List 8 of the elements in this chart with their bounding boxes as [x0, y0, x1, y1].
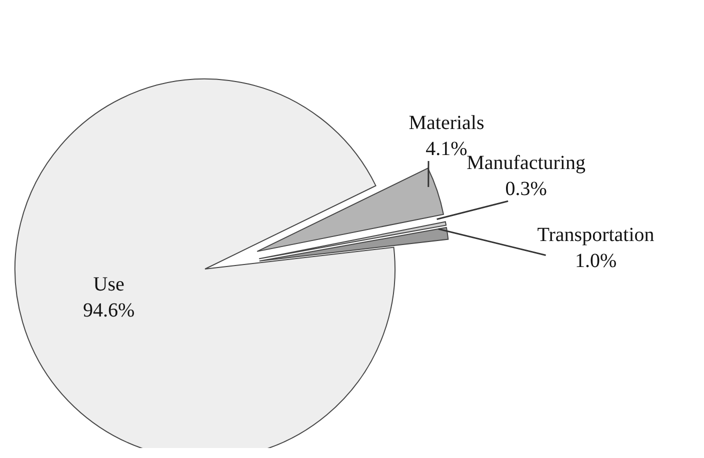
data-label: 1.0%: [574, 250, 617, 272]
data-label: 94.6%: [82, 300, 135, 322]
slice-label: Materials: [408, 112, 484, 134]
slice-label: Transportation: [537, 224, 654, 246]
slice-label: Manufacturing: [466, 152, 586, 174]
data-label: 0.3%: [505, 178, 547, 200]
slice-label: Use: [93, 274, 124, 296]
data-label: 4.1%: [426, 138, 468, 160]
